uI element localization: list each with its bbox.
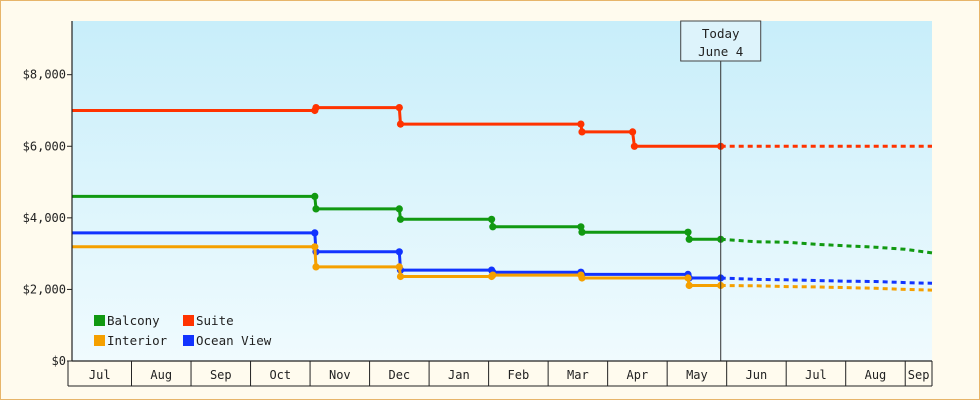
x-tick-label: Aug [865,368,887,382]
data-point [578,128,586,136]
x-tick-label: Mar [567,368,589,382]
legend-swatch [183,315,194,326]
data-point [312,104,320,112]
data-point [684,274,692,282]
data-point [312,205,320,213]
axes: $0 $2,000 $4,000 $6,000 $8,000 Jul Aug Sep Oct No… [23,21,933,387]
legend-swatch [94,315,105,326]
legend-label: Balcony [107,313,160,328]
x-tick-label: Jun [746,368,768,382]
series-balcony [72,192,933,255]
today-marker: Today June 4 [680,20,762,361]
legend-item-interior: Interior [94,333,168,348]
x-tick-label: Feb [508,368,530,382]
data-point [311,192,319,200]
legend-item-balcony: Balcony [94,313,160,328]
forecast-line [720,284,933,292]
data-point [629,128,637,136]
data-point [396,120,405,128]
data-point [578,274,586,282]
forecast-line [720,276,933,285]
y-tick-label: $6,000 [23,139,66,153]
x-tick-label: Jul [89,368,111,382]
x-tick-label: Apr [627,368,649,382]
x-tick-label: May [686,368,708,382]
x-tick-label: Nov [329,368,351,382]
legend-label: Ocean View [196,333,272,348]
data-point [488,215,496,223]
data-point [311,243,319,251]
plot-area [72,21,932,361]
data-point [311,229,319,237]
legend-label: Suite [196,313,234,328]
legend-swatch [183,335,194,346]
legend-item-suite: Suite [183,313,234,328]
data-point [577,223,585,231]
forecast-line [720,237,933,255]
data-point [685,235,693,243]
today-label: Today [702,26,740,41]
data-point [396,272,405,281]
x-tick-label: Sep [908,368,930,382]
x-tick-label: Jul [805,368,827,382]
data-point [395,248,403,256]
x-tick-label: Oct [269,368,291,382]
x-tick-label: Aug [150,368,172,382]
series-suite [72,104,932,150]
data-point [395,205,403,213]
x-tick-label: Sep [210,368,232,382]
data-point [489,271,497,279]
data-point [685,281,693,290]
data-point [489,223,497,231]
legend-label: Interior [107,333,168,348]
today-box [680,20,762,62]
data-point [395,104,403,112]
data-point [630,142,639,150]
legend-swatch [94,335,105,346]
legend-item-ocean-view: Ocean View [183,333,272,348]
data-point [396,215,405,223]
y-tick-label: $0 [52,354,66,368]
x-tick-label: Dec [388,368,410,382]
today-date: June 4 [698,44,743,59]
data-point [395,263,403,271]
data-point [577,120,585,128]
data-point [684,228,692,236]
data-point [312,263,320,271]
y-tick-label: $8,000 [23,68,66,82]
data-point [578,228,586,236]
x-tick-label: Jan [448,368,470,382]
legend: Balcony Suite Interior Ocean View [94,313,272,348]
y-tick-label: $2,000 [23,282,66,296]
y-tick-label: $4,000 [23,211,66,225]
